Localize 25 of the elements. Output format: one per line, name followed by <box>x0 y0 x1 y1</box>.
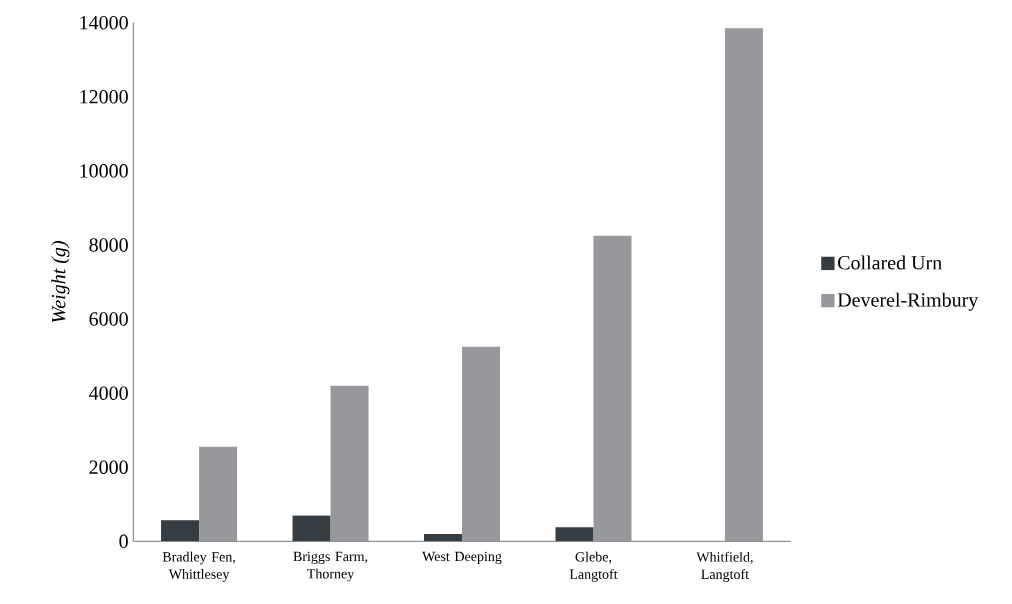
bar <box>292 515 331 542</box>
bar <box>161 520 200 542</box>
y-tick-label: 10000 <box>80 164 128 178</box>
legend-label: Deverel-Rimbury <box>837 292 979 311</box>
x-tick-label: West Deeping <box>422 551 502 565</box>
y-tick-label: 12000 <box>80 90 128 104</box>
y-tick-label: 4000 <box>89 386 128 400</box>
x-tick-label: Glebe, Langtoft <box>569 551 618 582</box>
y-tick-label: 8000 <box>89 238 128 252</box>
y-axis-title: Weight (g) <box>51 241 70 323</box>
bar <box>593 235 632 542</box>
x-tick-label: Briggs Farm, Thorney <box>293 551 368 582</box>
y-tick-label: 0 <box>119 534 128 549</box>
bar <box>555 527 594 542</box>
bar <box>724 28 763 542</box>
bar <box>424 533 463 542</box>
y-tick-label: 6000 <box>89 312 128 326</box>
bar <box>199 446 238 542</box>
bar <box>462 346 500 542</box>
x-tick-label: Bradley Fen, Whittlesey <box>162 551 235 582</box>
y-tick-label: 2000 <box>89 460 128 474</box>
legend-label: Collared Urn <box>838 255 942 270</box>
y-tick-label: 14000 <box>80 15 128 30</box>
x-tick-label: Whitfield, Langtoft <box>696 551 753 582</box>
bar <box>330 385 369 542</box>
